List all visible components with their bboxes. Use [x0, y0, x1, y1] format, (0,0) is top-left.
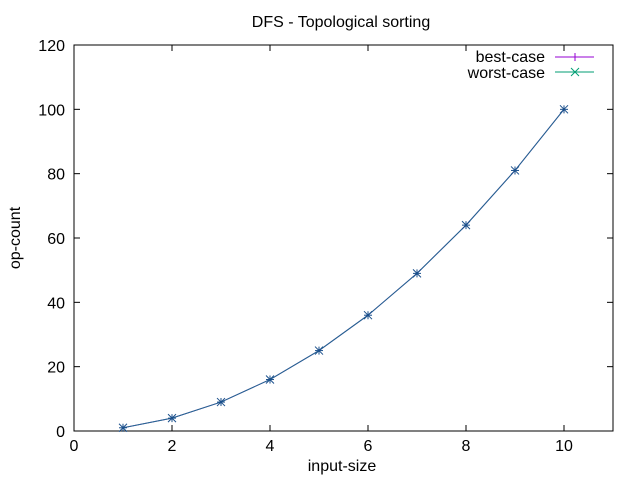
- y-tick-label: 0: [56, 424, 65, 441]
- data-point-worst-case: [412, 269, 422, 278]
- y-tick-label: 80: [47, 167, 65, 184]
- legend-marker-glyph: [571, 53, 579, 61]
- data-point-worst-case: [314, 346, 324, 355]
- legend: best-case worst-case: [467, 49, 594, 82]
- x-tick-label: 0: [70, 438, 79, 455]
- data-point-worst-case: [265, 375, 275, 384]
- data-point-worst-case: [559, 104, 569, 114]
- chart-title: DFS - Topological sorting: [252, 14, 430, 31]
- plot-area: [118, 104, 569, 433]
- y-axis-label: op-count: [7, 206, 24, 269]
- y-tick-label: 40: [47, 295, 65, 312]
- x-tick-label: 10: [555, 438, 573, 455]
- y-tick-label: 120: [38, 38, 65, 55]
- legend-marker-worst-case: [570, 67, 580, 77]
- y-tick-label: 100: [38, 102, 65, 119]
- legend-label-best-case: best-case: [476, 49, 545, 66]
- x-axis: 0 2 4 6 8 10: [70, 45, 573, 455]
- y-tick-label: 60: [47, 231, 65, 248]
- data-point-worst-case: [461, 220, 471, 230]
- data-point-worst-case: [118, 423, 128, 433]
- y-axis: 0 20 40 60 80 100 120: [38, 38, 613, 441]
- series-line-best-case: [122, 109, 565, 429]
- data-point-worst-case: [216, 397, 226, 407]
- y-tick-label: 20: [47, 360, 65, 377]
- data-point-worst-case: [363, 310, 373, 320]
- x-tick-label: 6: [364, 438, 373, 455]
- x-tick-label: 2: [168, 438, 177, 455]
- legend-marker-glyph: [570, 67, 580, 77]
- plot-frame: [73, 44, 614, 432]
- x-axis-label: input-size: [308, 458, 377, 475]
- x-tick-label: 8: [462, 438, 471, 455]
- legend-label-worst-case: worst-case: [467, 65, 545, 82]
- data-point-worst-case: [167, 413, 177, 423]
- data-point-worst-case: [510, 166, 520, 175]
- legend-marker-best-case: [571, 53, 579, 61]
- x-tick-label: 4: [266, 438, 275, 455]
- series-line-worst-case: [122, 109, 565, 429]
